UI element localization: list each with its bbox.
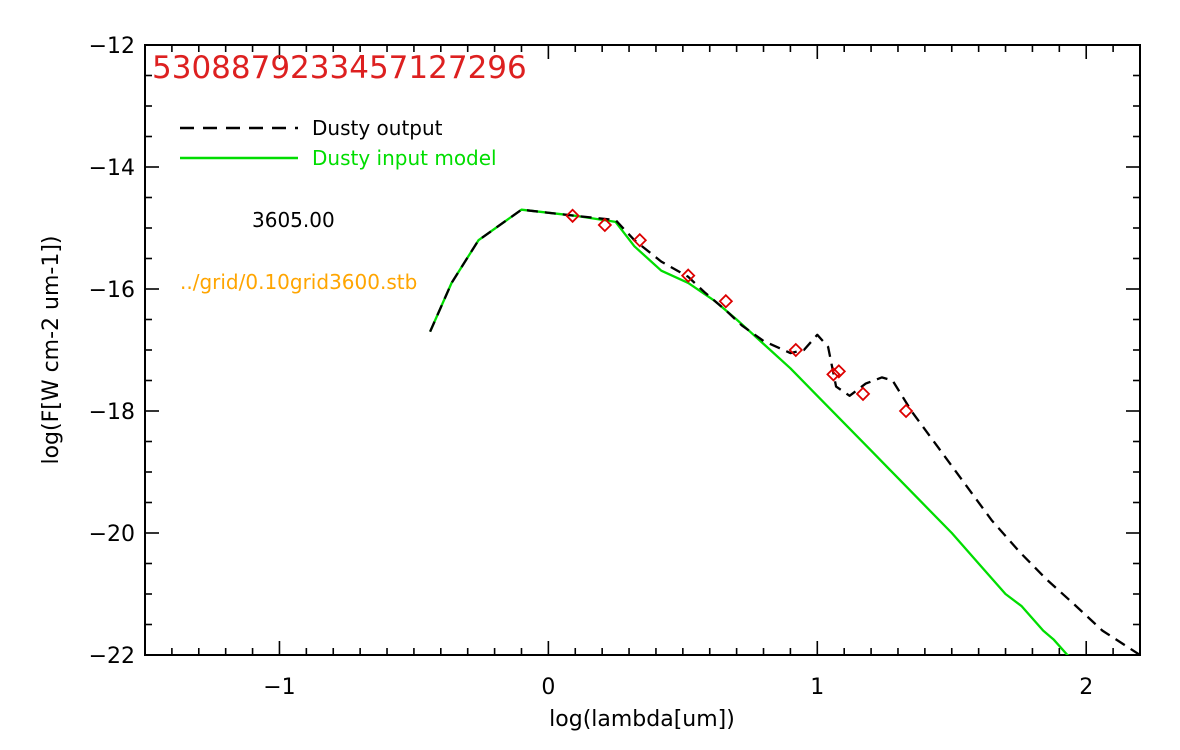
grid-file-label: ../grid/0.10grid3600.stb <box>180 270 417 294</box>
x-tick-label: 2 <box>1079 675 1093 700</box>
y-tick-label: −18 <box>89 400 135 425</box>
photometry-point <box>855 386 871 402</box>
legend-label-dusty-output: Dusty output <box>312 116 443 140</box>
chart-title: 5308879233457127296 <box>152 50 527 86</box>
photometry-point <box>632 232 648 248</box>
x-axis-title: log(lambda[um]) <box>549 707 735 732</box>
legend: Dusty output Dusty input model <box>180 116 497 170</box>
axis-ticks: −1 0 1 2 −22 −20 −18 −16 −14 −12 <box>89 34 1141 700</box>
photometry-point <box>680 268 696 283</box>
y-tick-label: −12 <box>89 34 135 59</box>
data-series <box>429 208 1140 655</box>
y-tick-label: −20 <box>89 522 135 547</box>
y-tick-label: −22 <box>89 644 135 669</box>
photometry-point <box>718 293 734 309</box>
y-tick-label: −16 <box>89 278 135 303</box>
temperature-label: 3605.00 <box>252 208 335 232</box>
y-axis-title: log(F[W cm-2 um-1]) <box>39 235 64 464</box>
series-line-dusty-input <box>429 208 1070 655</box>
legend-label-dusty-input: Dusty input model <box>312 146 497 170</box>
y-tick-label: −14 <box>89 156 135 181</box>
x-tick-label: 1 <box>810 675 824 700</box>
x-tick-label: 0 <box>541 675 555 700</box>
photometry-point <box>597 217 613 233</box>
photometry-point <box>826 367 841 382</box>
photometry-point <box>831 364 847 379</box>
series-line-dusty-output <box>429 208 1140 655</box>
photometry-point <box>788 342 804 358</box>
photometry-point <box>565 208 580 224</box>
photometry-point <box>898 403 914 419</box>
x-tick-label: −1 <box>263 675 295 700</box>
